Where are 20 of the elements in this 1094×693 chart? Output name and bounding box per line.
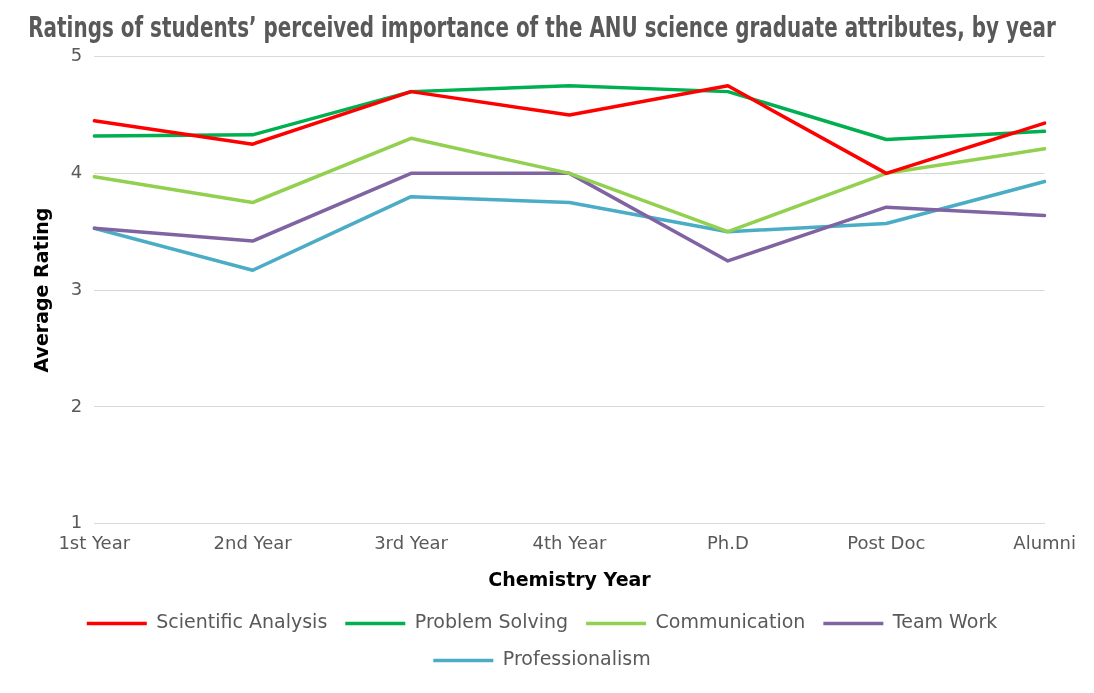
x-tick-label: Post Doc — [847, 532, 926, 554]
legend-label: Scientific Analysis — [156, 610, 328, 633]
legend-label: Professionalism — [502, 647, 651, 670]
y-axis-title: Average Rating — [30, 207, 53, 373]
x-tick-label: 3rd Year — [374, 532, 449, 554]
y-tick-label: 3 — [70, 277, 83, 299]
x-tick-label: Alumni — [1013, 532, 1076, 554]
y-tick-label: 4 — [70, 161, 83, 183]
y-tick-label: 1 — [70, 511, 83, 533]
x-tick-label: 1st Year — [58, 532, 131, 554]
legend-label: Team Work — [891, 610, 998, 633]
x-axis-title: Chemistry Year — [488, 567, 652, 590]
x-tick-label: 4th Year — [532, 532, 607, 554]
x-tick-label: Ph.D — [706, 532, 749, 554]
chart-title: Ratings of students’ perceived importance of the ANU science graduate attributes, by year — [28, 10, 1056, 44]
y-tick-label: 5 — [70, 44, 83, 66]
legend-label: Communication — [655, 610, 806, 633]
y-tick-label: 2 — [70, 394, 83, 416]
x-tick-label: 2nd Year — [213, 532, 293, 554]
legend-label: Problem Solving — [414, 610, 569, 633]
